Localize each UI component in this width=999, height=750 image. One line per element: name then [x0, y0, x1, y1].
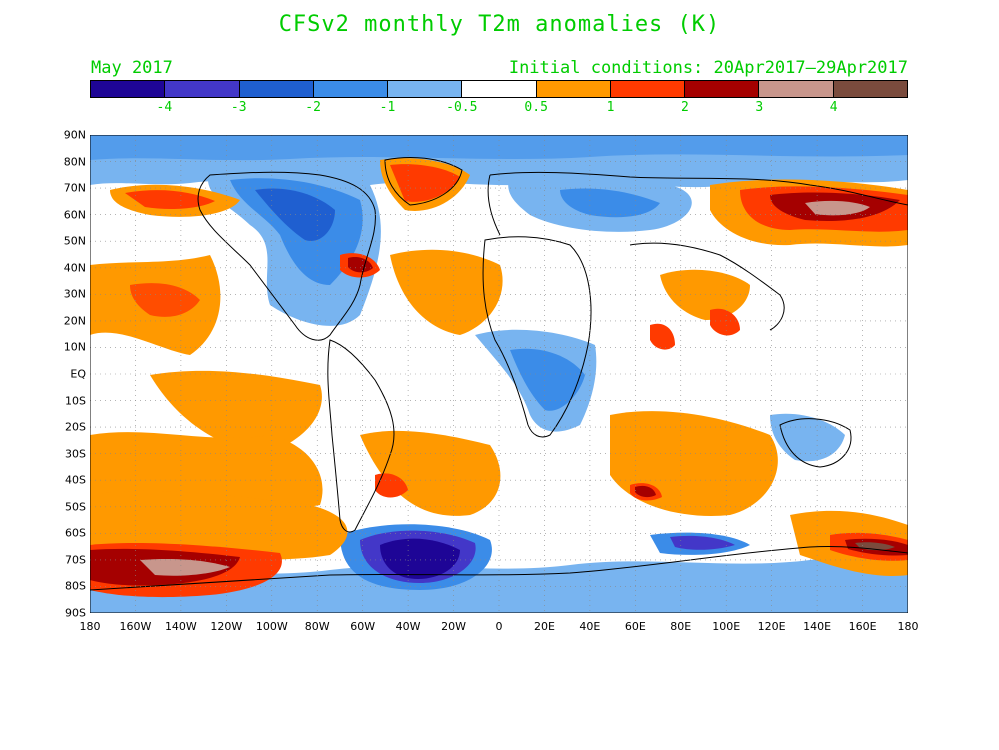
lat-label: 20N — [63, 314, 86, 328]
lat-label: 40N — [63, 261, 86, 275]
lat-label: 70N — [63, 181, 86, 195]
lat-label: 30S — [65, 447, 86, 461]
colorbar-swatch — [833, 81, 907, 97]
colorbar-label: 2 — [680, 100, 689, 115]
lon-label: 40E — [579, 620, 601, 633]
colorbar-label: -3 — [230, 100, 247, 115]
lon-label: 180 — [79, 620, 101, 633]
lat-label: 90S — [65, 606, 86, 620]
lon-label: 160W — [119, 620, 152, 633]
lat-label: 30N — [63, 287, 86, 301]
anomaly-map — [89, 134, 909, 617]
initial-conditions: Initial conditions: 20Apr2017–29Apr2017 — [508, 58, 908, 78]
colorbar-swatch — [462, 81, 537, 97]
lat-label: 90N — [63, 128, 86, 142]
lon-label: 0 — [495, 620, 503, 633]
cold-anomaly-regions — [90, 135, 908, 613]
lat-label: 10N — [63, 340, 86, 354]
anomaly-map-svg — [89, 134, 909, 614]
lat-label: EQ — [70, 367, 86, 381]
map-title: CFSv2 monthly T2m anomalies (K) — [278, 12, 721, 37]
lat-label: 10S — [65, 394, 86, 408]
lon-label: 80E — [670, 620, 692, 633]
colorbar-swatch — [388, 81, 463, 97]
colorbar-label: 1 — [606, 100, 615, 115]
lat-label: 80S — [65, 579, 86, 593]
lon-label: 140W — [164, 620, 197, 633]
lon-label: 20E — [533, 620, 555, 633]
colorbar-label: -1 — [379, 100, 396, 115]
colorbar-label: 3 — [755, 100, 764, 115]
colorbar — [90, 80, 908, 98]
lon-label: 80W — [304, 620, 330, 633]
colorbar-label: 0.5 — [524, 100, 548, 115]
colorbar-label: -2 — [305, 100, 321, 115]
lat-label: 20S — [65, 420, 86, 434]
lon-label: 180 — [897, 620, 919, 633]
lat-label: 80N — [63, 155, 86, 169]
colorbar-swatch — [759, 81, 834, 97]
lat-label: 70S — [65, 553, 86, 567]
forecast-month: May 2017 — [91, 58, 173, 78]
colorbar-swatch — [91, 81, 166, 97]
lon-label: 140E — [803, 620, 832, 633]
colorbar-swatch — [239, 81, 314, 97]
colorbar-swatch — [165, 81, 240, 97]
lon-label: 40W — [395, 620, 421, 633]
colorbar-swatch — [536, 81, 611, 97]
lat-label: 60S — [65, 526, 86, 540]
lon-label: 100E — [712, 620, 741, 633]
lat-label: 50S — [65, 500, 86, 514]
lat-label: 50N — [63, 234, 86, 248]
coastlines — [90, 156, 908, 591]
lat-label: 60N — [63, 208, 86, 222]
lon-label: 120E — [757, 620, 786, 633]
lat-label: 40S — [65, 473, 86, 487]
colorbar-label: -4 — [156, 100, 173, 115]
colorbar-label: -0.5 — [446, 100, 478, 115]
colorbar-swatch — [313, 81, 389, 97]
colorbar-swatch — [685, 81, 760, 97]
colorbar-swatch — [610, 81, 686, 97]
lon-label: 160E — [848, 620, 877, 633]
colorbar-label: 4 — [829, 100, 838, 115]
lon-label: 60W — [350, 620, 376, 633]
lon-label: 120W — [210, 620, 243, 633]
lon-label: 60E — [624, 620, 646, 633]
warm-anomaly-regions — [90, 158, 908, 598]
lon-label: 100W — [255, 620, 288, 633]
lon-label: 20W — [441, 620, 466, 633]
